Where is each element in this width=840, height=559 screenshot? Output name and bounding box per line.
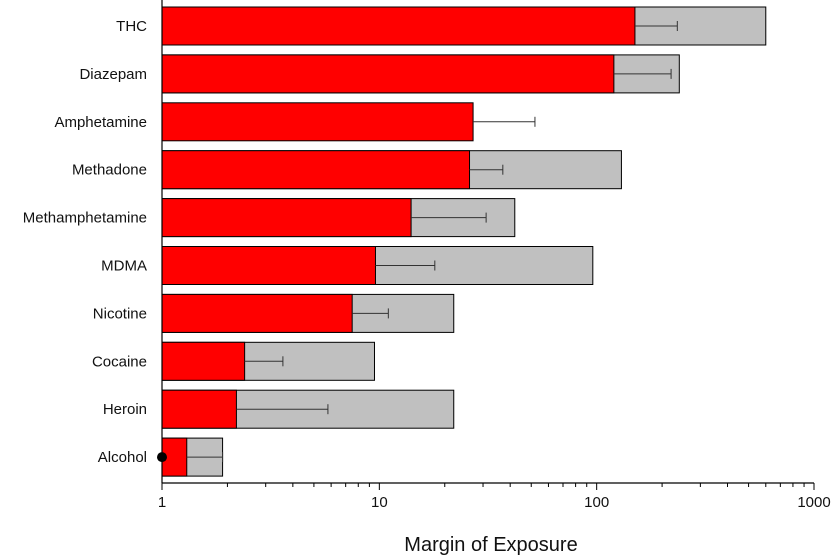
red-bar-cocaine [161, 341, 246, 381]
category-label-cocaine: Cocaine [92, 353, 147, 370]
error-bars-layer [186, 21, 678, 463]
error-bar-amphetamine [473, 116, 536, 127]
x-tick-label: 100 [584, 494, 609, 511]
error-bar-methamphetamine [411, 212, 487, 223]
category-label-amphetamine: Amphetamine [54, 114, 147, 131]
red-bar-methamphetamine [161, 198, 412, 238]
category-label-heroin: Heroin [103, 401, 147, 418]
category-label-diazepam: Diazepam [79, 66, 147, 83]
category-label-methadone: Methadone [72, 162, 147, 179]
red-bars-layer [161, 6, 636, 477]
red-bar-diazepam [161, 54, 615, 94]
category-label-mdma: MDMA [101, 258, 147, 275]
error-bar-alcohol [186, 452, 224, 463]
error-bar-thc [634, 21, 678, 31]
red-bar-amphetamine [161, 102, 474, 142]
x-tick-label: 1000 [797, 494, 830, 511]
error-bar-mdma [375, 260, 436, 271]
error-bar-methadone [469, 164, 504, 175]
error-bar-heroin [236, 404, 329, 415]
x-tick-label: 1 [158, 494, 166, 511]
error-bar-cocaine [244, 356, 284, 367]
red-bar-thc [161, 6, 636, 46]
red-bar-methadone [161, 150, 471, 190]
category-label-methamphetamine: Methamphetamine [23, 210, 147, 227]
category-label-nicotine: Nicotine [93, 305, 147, 322]
category-label-thc: THC [116, 18, 147, 35]
category-label-alcohol: Alcohol [98, 449, 147, 466]
error-bar-diazepam [613, 68, 672, 79]
category-labels: THC Diazepam Amphetamine Methadone Methamphe… [23, 18, 147, 466]
red-bar-nicotine [161, 293, 353, 333]
x-axis-title: Margin of Exposure [404, 534, 577, 556]
x-axis: 1 10 100 1000 [158, 0, 831, 511]
error-bar-nicotine [352, 308, 389, 319]
red-bar-heroin [161, 389, 237, 429]
x-tick-label: 10 [371, 494, 388, 511]
red-bar-mdma [161, 246, 376, 285]
